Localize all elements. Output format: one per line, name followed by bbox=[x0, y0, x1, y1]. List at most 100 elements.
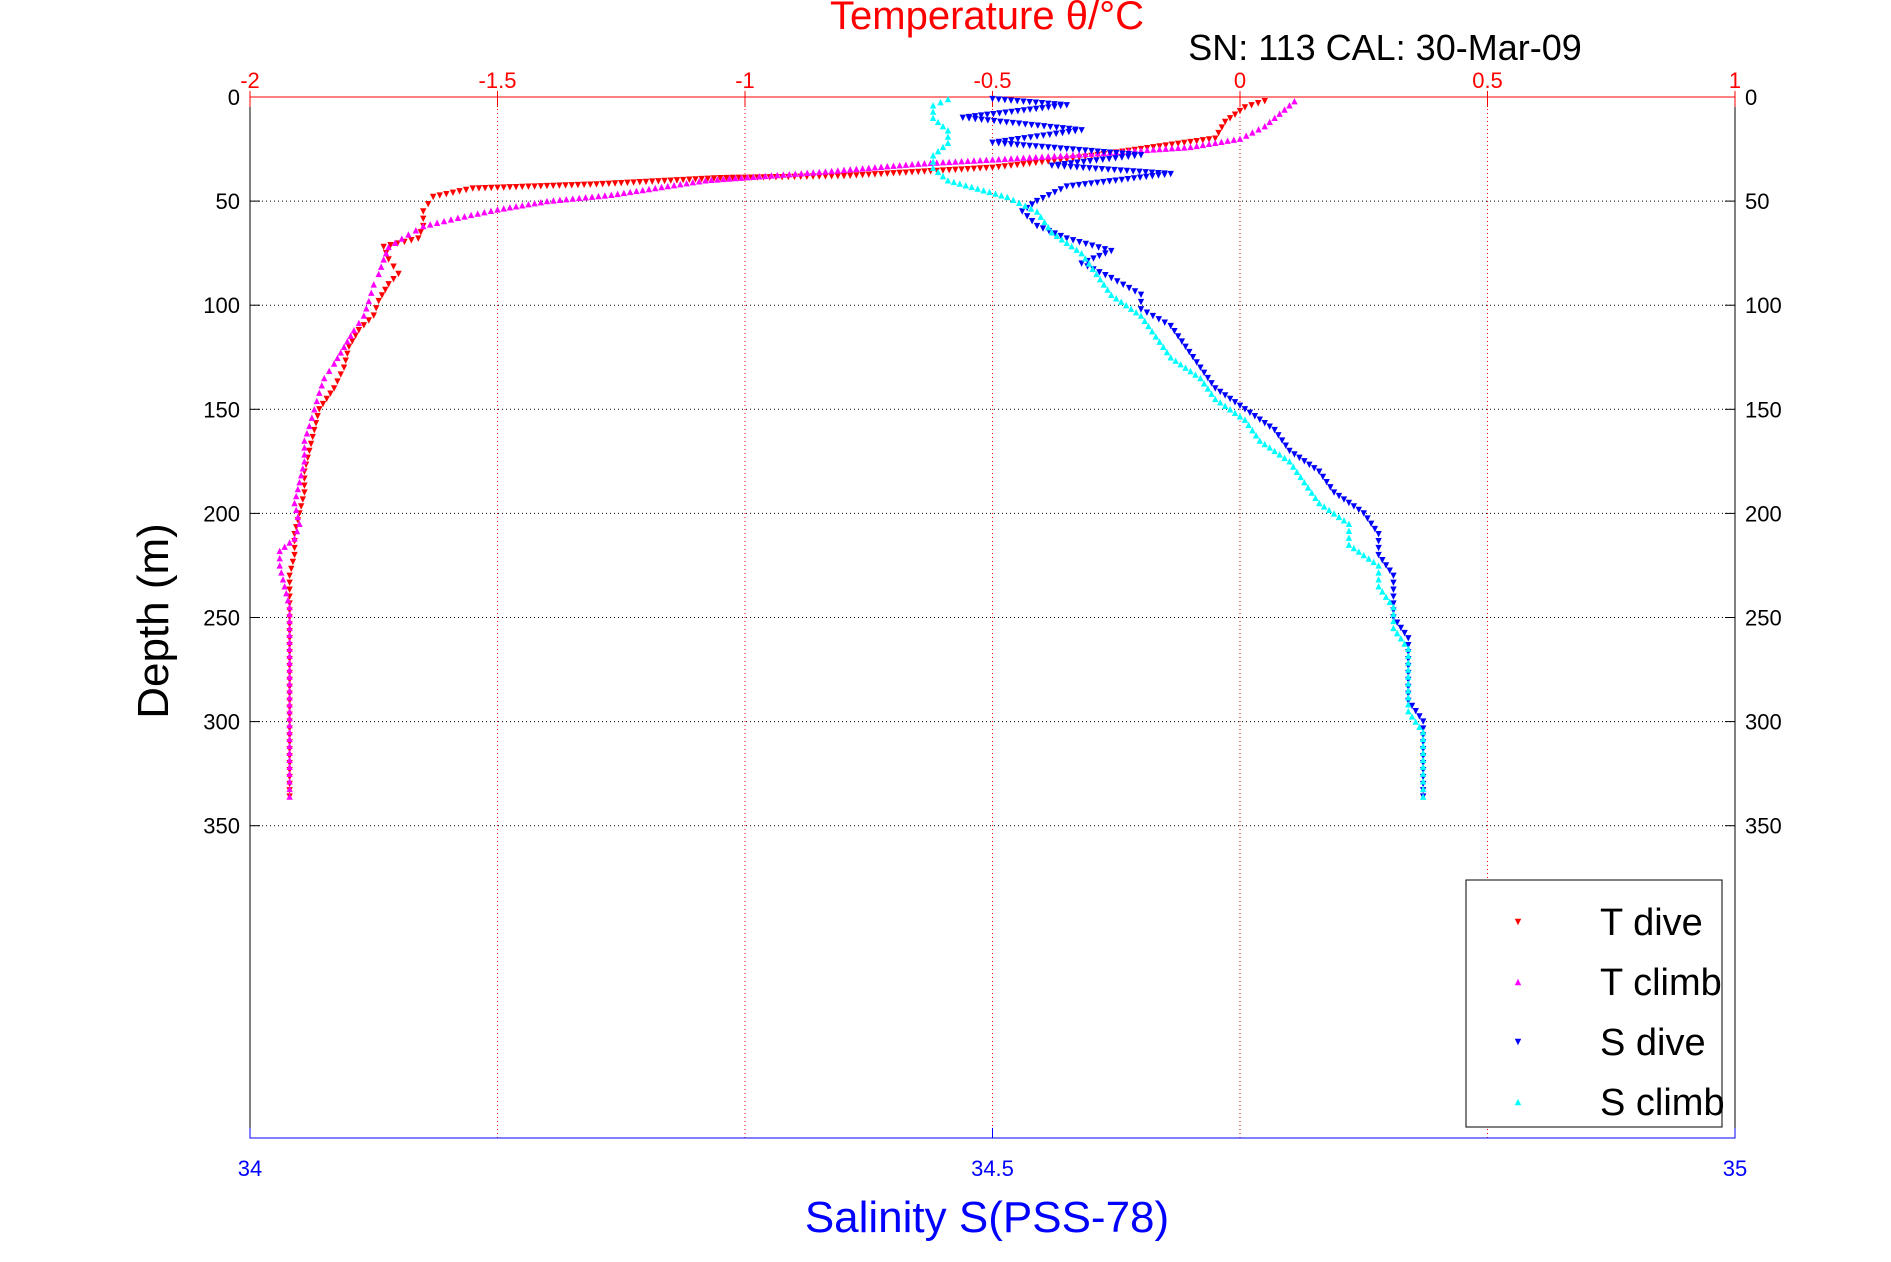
data-point bbox=[1093, 157, 1100, 164]
data-point bbox=[934, 168, 942, 176]
data-point bbox=[1010, 196, 1017, 204]
data-point bbox=[964, 157, 971, 165]
data-point bbox=[1271, 114, 1278, 122]
data-point bbox=[1330, 489, 1338, 496]
data-point bbox=[958, 166, 965, 173]
data-point bbox=[429, 193, 437, 201]
data-point bbox=[1001, 163, 1009, 170]
data-point bbox=[1076, 238, 1083, 246]
data-point bbox=[939, 172, 947, 180]
data-point bbox=[556, 182, 563, 189]
data-point bbox=[1199, 137, 1207, 144]
data-point bbox=[1306, 461, 1313, 469]
data-point bbox=[1231, 399, 1239, 406]
data-point bbox=[965, 115, 973, 122]
data-point bbox=[294, 513, 302, 521]
data-point bbox=[330, 385, 338, 392]
data-point bbox=[340, 364, 348, 371]
data-point bbox=[1419, 785, 1427, 793]
data-point bbox=[284, 596, 292, 604]
data-point bbox=[636, 179, 644, 186]
data-point bbox=[952, 158, 959, 165]
data-point bbox=[1051, 152, 1058, 160]
data-point bbox=[1007, 155, 1015, 162]
data-point bbox=[1014, 108, 1022, 115]
data-point bbox=[494, 206, 501, 213]
data-point bbox=[1057, 186, 1065, 193]
data-point bbox=[365, 317, 372, 324]
legend-marker bbox=[1514, 918, 1522, 926]
data-point bbox=[316, 389, 323, 396]
data-point bbox=[1130, 175, 1138, 182]
data-point bbox=[1080, 158, 1087, 166]
data-point bbox=[1419, 778, 1427, 785]
data-point bbox=[342, 357, 349, 364]
data-point bbox=[1266, 423, 1273, 430]
data-point bbox=[1401, 640, 1408, 647]
data-point bbox=[1212, 139, 1219, 147]
data-point bbox=[456, 188, 463, 195]
data-point bbox=[1177, 360, 1184, 368]
data-point bbox=[313, 397, 321, 405]
data-point bbox=[1375, 551, 1382, 559]
data-point bbox=[1057, 102, 1064, 110]
data-point bbox=[286, 763, 293, 770]
data-point bbox=[1405, 642, 1412, 649]
data-point bbox=[1379, 588, 1386, 595]
data-point bbox=[1397, 635, 1405, 642]
data-point bbox=[286, 793, 293, 800]
data-point bbox=[944, 133, 952, 140]
data-point bbox=[810, 169, 817, 176]
data-point bbox=[1131, 152, 1138, 160]
data-point bbox=[786, 170, 793, 178]
data-point bbox=[1286, 458, 1293, 465]
data-point bbox=[1059, 129, 1066, 137]
data-point bbox=[859, 165, 866, 172]
data-point bbox=[293, 527, 301, 535]
data-point bbox=[344, 350, 351, 357]
data-point bbox=[352, 332, 359, 339]
data-point bbox=[1063, 152, 1070, 159]
data-point bbox=[1145, 322, 1152, 330]
data-point bbox=[1061, 163, 1068, 170]
data-point bbox=[556, 196, 564, 204]
data-point bbox=[1419, 725, 1427, 732]
data-point bbox=[735, 174, 743, 182]
data-point bbox=[1014, 136, 1022, 143]
data-point bbox=[1256, 437, 1263, 444]
data-point bbox=[286, 749, 293, 757]
data-point bbox=[652, 184, 659, 192]
data-point bbox=[1142, 169, 1149, 176]
data-point bbox=[1345, 541, 1353, 548]
data-point bbox=[1236, 107, 1244, 115]
data-point bbox=[1038, 159, 1046, 166]
series-s-climb bbox=[929, 95, 1427, 800]
data-point bbox=[1419, 718, 1427, 725]
data-point bbox=[1088, 180, 1095, 187]
data-point bbox=[729, 174, 736, 182]
data-point bbox=[390, 263, 397, 270]
data-point bbox=[1367, 520, 1375, 528]
data-point bbox=[360, 312, 368, 319]
data-point bbox=[1212, 395, 1219, 403]
data-point bbox=[301, 482, 308, 489]
data-point bbox=[1371, 525, 1379, 533]
data-point bbox=[1255, 126, 1262, 133]
data-point bbox=[297, 472, 305, 479]
data-point bbox=[1124, 175, 1132, 183]
data-point bbox=[1033, 222, 1041, 230]
data-point bbox=[1405, 680, 1412, 687]
data-point bbox=[929, 152, 937, 159]
data-point bbox=[1345, 520, 1353, 528]
data-point bbox=[1390, 600, 1397, 607]
right-tick-label: 150 bbox=[1745, 397, 1782, 422]
data-point bbox=[1102, 250, 1109, 257]
data-point bbox=[944, 127, 952, 134]
data-point bbox=[1090, 255, 1097, 262]
data-point bbox=[286, 624, 293, 632]
data-point bbox=[1311, 465, 1318, 472]
data-point bbox=[1007, 162, 1015, 169]
data-point bbox=[1026, 106, 1034, 113]
data-point bbox=[1355, 506, 1362, 514]
left-tick-label: 200 bbox=[203, 501, 240, 526]
